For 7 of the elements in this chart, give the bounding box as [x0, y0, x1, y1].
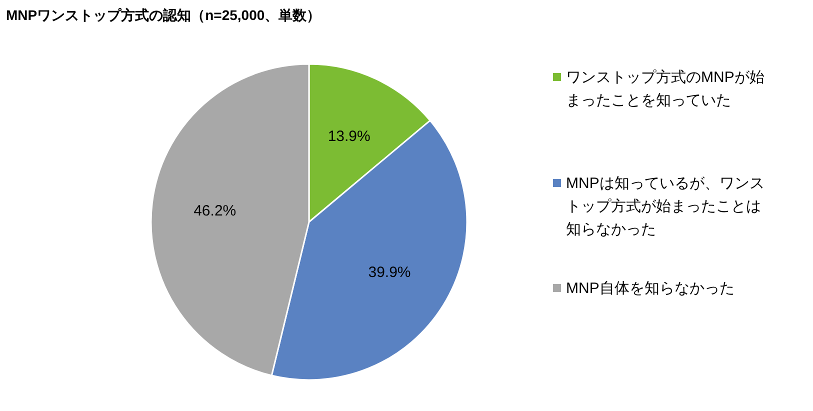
legend-label: MNPは知っているが、ワンストップ方式が始まったことは知らなかった [566, 175, 764, 238]
data-label: 13.9% [328, 128, 370, 146]
legend-label: MNP自体を知らなかった [566, 280, 734, 297]
chart-title: MNPワンストップ方式の認知（n=25,000、単数） [6, 7, 321, 23]
data-label: 46.2% [194, 202, 236, 220]
legend-label: ワンストップ方式のMNPが始まったことを知っていた [566, 69, 764, 109]
data-label: 39.9% [368, 264, 411, 282]
